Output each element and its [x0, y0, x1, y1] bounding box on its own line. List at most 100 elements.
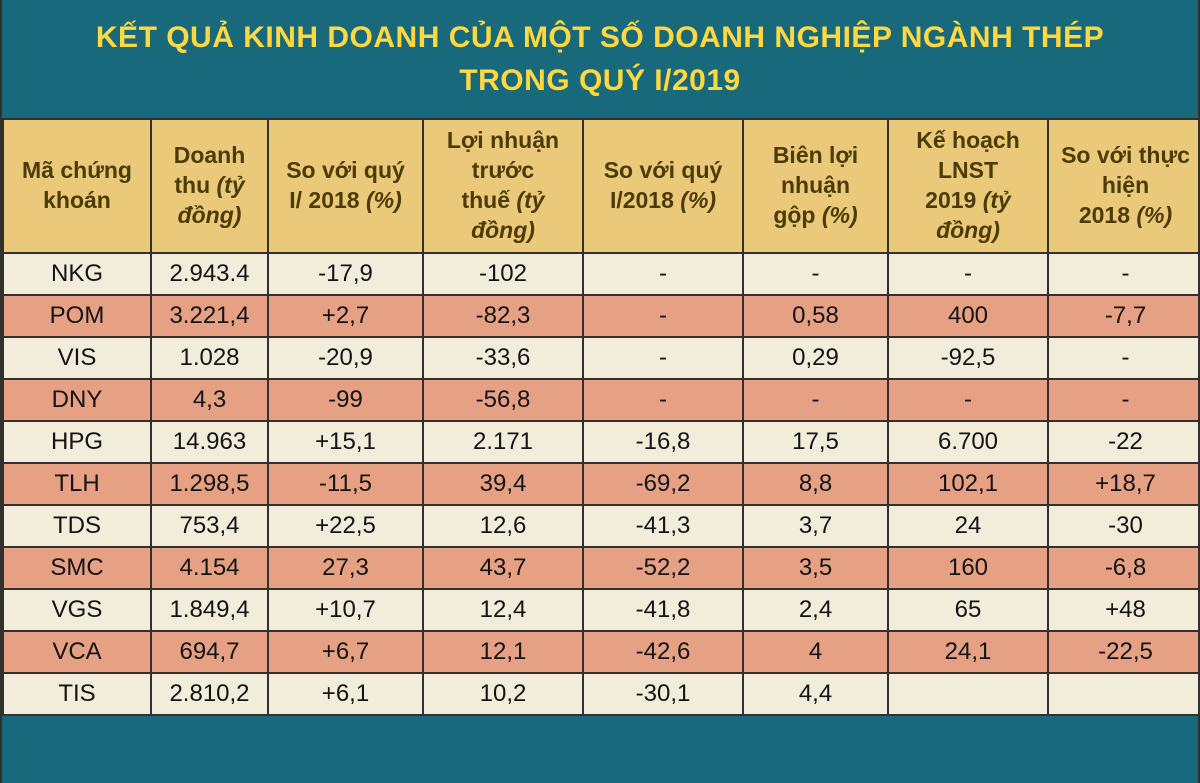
value-cell: -16,8: [582, 420, 744, 464]
value-cell: -: [887, 378, 1049, 422]
value-cell: 102,1: [887, 462, 1049, 506]
value-cell: -41,3: [582, 504, 744, 548]
value-cell: 12,1: [422, 630, 584, 674]
column-header-0: Mã chứng khoán: [2, 118, 152, 254]
figure-title: KẾT QUẢ KINH DOANH CỦA MỘT SỐ DOANH NGHI…: [2, 0, 1198, 118]
value-cell: -92,5: [887, 336, 1049, 380]
value-cell: 8,8: [742, 462, 889, 506]
value-cell: -: [582, 378, 744, 422]
table-row-dny: DNY 4,3 -99 -56,8- - - -: [2, 378, 1198, 422]
column-header-3: Lợi nhuận trước thuế (tỷ đồng): [422, 118, 584, 254]
value-cell: +6,7: [267, 630, 424, 674]
column-header-unit: (%): [815, 201, 858, 228]
value-cell: 3,7: [742, 504, 889, 548]
table-row-hpg: HPG 14.963 +15,1 2.171 -16,8 17,5 6.700 -22: [2, 420, 1198, 464]
value-cell: 2.810,2: [150, 672, 269, 716]
value-cell: 400: [887, 294, 1049, 338]
table-row-vis: VIS 1.028 -20,9 -33,6-0,29 -92,5-: [2, 336, 1198, 380]
value-cell: +22,5: [267, 504, 424, 548]
value-cell: 3,5: [742, 546, 889, 590]
ticker-cell: HPG: [2, 420, 152, 464]
bottom-strip: [2, 716, 1198, 783]
column-header-6: Kế hoạch LNST 2019 (tỷ đồng): [887, 118, 1049, 254]
ticker-cell: TLH: [2, 462, 152, 506]
value-cell: 1.849,4: [150, 588, 269, 632]
value-cell: 39,4: [422, 462, 584, 506]
value-cell: 65: [887, 588, 1049, 632]
value-cell: -30: [1047, 504, 1198, 548]
value-cell: -52,2: [582, 546, 744, 590]
value-cell: +10,7: [267, 588, 424, 632]
value-cell: -82,3: [422, 294, 584, 338]
value-cell: 4,3: [150, 378, 269, 422]
value-cell: [1047, 672, 1198, 716]
column-header-2: So với quý I/ 2018 (%): [267, 118, 424, 254]
value-cell: 0,58: [742, 294, 889, 338]
value-cell: 27,3: [267, 546, 424, 590]
value-cell: 1.298,5: [150, 462, 269, 506]
value-cell: 694,7: [150, 630, 269, 674]
table-row-vca: VCA 694,7 +6,7 12,1 -42,6 4 24,1 -22,5: [2, 630, 1198, 674]
value-cell: +48: [1047, 588, 1198, 632]
value-cell: 2.171: [422, 420, 584, 464]
value-cell: 12,4: [422, 588, 584, 632]
figure-title-line2: TRONG QUÝ I/2019: [459, 64, 741, 97]
value-cell: -11,5: [267, 462, 424, 506]
value-cell: -22: [1047, 420, 1198, 464]
value-cell: 24,1: [887, 630, 1049, 674]
value-cell: +15,1: [267, 420, 424, 464]
value-cell: -17,9: [267, 252, 424, 296]
table-row-tds: TDS 753,4 +22,5 12,6 -41,3 3,7 24 -30: [2, 504, 1198, 548]
table-body: NKG 2.943.4 -17,9 -102- - - - POM 3.221,4 +2,7 -82…: [2, 252, 1198, 716]
column-header-unit: (%): [359, 187, 402, 213]
column-header-unit: (tỷ đồng): [936, 187, 1011, 243]
value-cell: +6,1: [267, 672, 424, 716]
column-header-unit: (%): [673, 187, 717, 213]
ticker-cell: VGS: [2, 588, 152, 632]
value-cell: -69,2: [582, 462, 744, 506]
value-cell: -41,8: [582, 588, 744, 632]
value-cell: -56,8: [422, 378, 584, 422]
value-cell: 24: [887, 504, 1049, 548]
column-header-label: Lợi nhuận trước thuế: [446, 127, 560, 213]
value-cell: -99: [267, 378, 424, 422]
value-cell: -30,1: [582, 672, 744, 716]
column-header-label: So với quý I/ 2018: [286, 157, 405, 213]
column-header-label: Doanh thu: [173, 142, 246, 199]
value-cell: -7,7: [1047, 294, 1198, 338]
ticker-cell: POM: [2, 294, 152, 338]
column-header-unit: (tỷ đồng): [177, 172, 245, 228]
value-cell: 3.221,4: [150, 294, 269, 338]
column-header-4: So với quý I/2018 (%): [582, 118, 744, 254]
results-table: Mã chứng khoán Doanh thu (tỷ đồng) So với …: [2, 118, 1198, 716]
figure-title-line1: KẾT QUẢ KINH DOANH CỦA MỘT SỐ DOANH NGHI…: [95, 20, 1105, 54]
value-cell: -: [582, 336, 744, 380]
ticker-cell: VIS: [2, 336, 152, 380]
value-cell: -: [1047, 252, 1198, 296]
value-cell: 1.028: [150, 336, 269, 380]
value-cell: -: [1047, 336, 1198, 380]
value-cell: 753,4: [150, 504, 269, 548]
column-header-label: So với quý I/2018: [603, 157, 723, 213]
value-cell: +18,7: [1047, 462, 1198, 506]
value-cell: 2.943.4: [150, 252, 269, 296]
table-row-smc: SMC 4.154 27,3 43,7 -52,2 3,5 160 -6,8: [2, 546, 1198, 590]
column-header-label: Mã chứng khoán: [22, 157, 132, 213]
table-header: Mã chứng khoán Doanh thu (tỷ đồng) So với …: [2, 118, 1198, 254]
column-header-1: Doanh thu (tỷ đồng): [150, 118, 269, 254]
value-cell: -42,6: [582, 630, 744, 674]
value-cell: -6,8: [1047, 546, 1198, 590]
value-cell: 14.963: [150, 420, 269, 464]
ticker-cell: TDS: [2, 504, 152, 548]
column-header-label: Kế hoạch LNST 2019: [916, 127, 1020, 213]
value-cell: -: [742, 378, 889, 422]
value-cell: 4: [742, 630, 889, 674]
value-cell: 4,4: [742, 672, 889, 716]
value-cell: -102: [422, 252, 584, 296]
value-cell: 4.154: [150, 546, 269, 590]
table-row-pom: POM 3.221,4 +2,7 -82,3-0,58 400 -7,7: [2, 294, 1198, 338]
value-cell: -: [1047, 378, 1198, 422]
ticker-cell: DNY: [2, 378, 152, 422]
header-row: Mã chứng khoán Doanh thu (tỷ đồng) So với …: [2, 118, 1198, 254]
